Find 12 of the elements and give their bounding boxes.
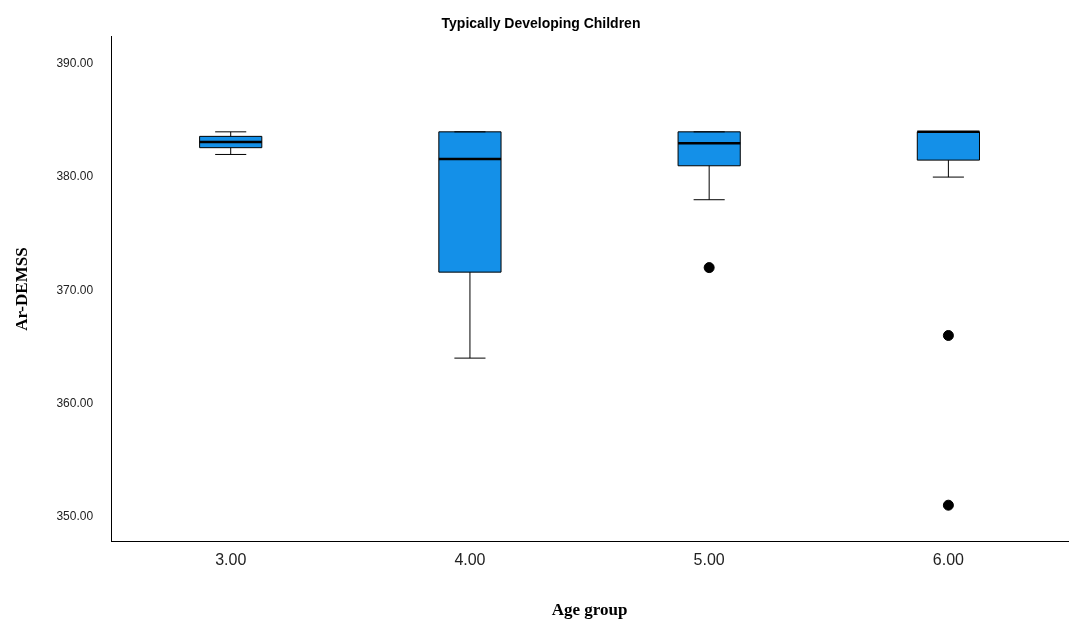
y-tick-label: 390.00 [56,56,94,71]
x-axis-title: Age group [551,600,628,620]
x-tick-label: 4.00 [454,551,486,569]
y-tick-label: 380.00 [56,169,94,184]
x-tick-label: 3.00 [215,551,247,569]
y-tick-label: 360.00 [56,395,94,410]
y-tick-label: 350.00 [56,508,94,523]
x-tick-label: 6.00 [932,551,965,569]
x-tick-label: 5.00 [693,551,725,569]
chart-title: Typically Developing Children [441,15,641,32]
y-tick-label: 370.00 [56,282,94,297]
y-axis-title: Ar-DEMSS [11,247,31,331]
